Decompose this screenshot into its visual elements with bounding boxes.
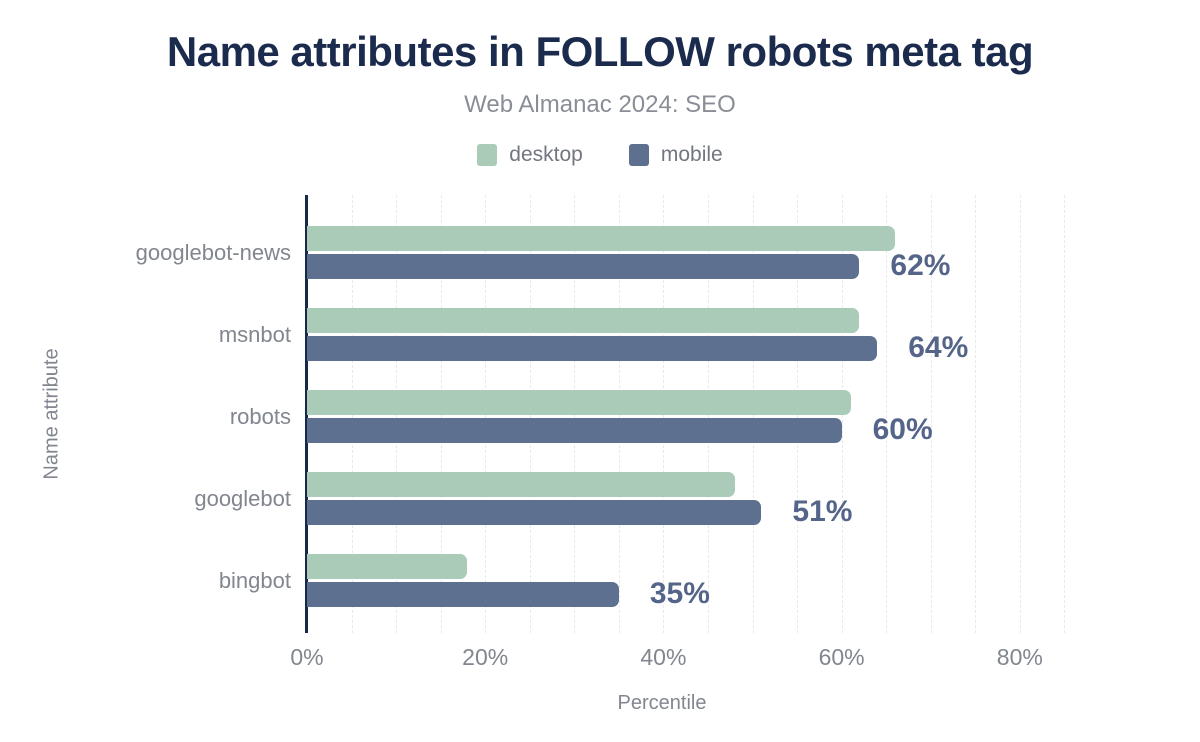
mobile-bar-msnbot [307, 335, 878, 361]
desktop-bar-robots [307, 389, 851, 415]
legend-item-desktop: desktop [477, 143, 583, 167]
gridline-65 [886, 195, 888, 633]
mobile-bar-bingbot [307, 581, 619, 607]
x-tick-40%: 40% [640, 644, 687, 670]
mobile-bar-googlebot [307, 499, 762, 525]
mobile-bar-robots [307, 417, 842, 443]
chart-title: Name attributes in FOLLOW robots meta ta… [166, 28, 1034, 75]
value-label-googlebot: 51% [792, 495, 853, 528]
legend-label-mobile: mobile [660, 143, 723, 166]
x-axis-ticks: 0% 20% 40% 60% 80% [290, 644, 1100, 670]
gridline-85 [1064, 195, 1066, 633]
chart-subtitle: Web Almanac 2024: SEO [464, 91, 736, 118]
gridline-75 [975, 195, 977, 633]
x-tick-20%: 20% [462, 644, 509, 670]
x-tick-60%: 60% [818, 644, 865, 670]
category-label-robots: robots [229, 404, 291, 429]
legend-label-desktop: desktop [509, 143, 583, 166]
y-axis-line [305, 195, 308, 633]
gridline-70 [930, 195, 932, 633]
y-axis-title: Name attribute [40, 348, 63, 480]
desktop-bar-googlebot-news [307, 225, 896, 251]
category-label-googlebot-news: googlebot-news [135, 240, 291, 265]
mobile-bar-googlebot-news [307, 253, 860, 279]
value-label-msnbot: 64% [908, 331, 969, 364]
value-label-bingbot: 35% [649, 577, 710, 610]
value-label-googlebot-news: 62% [890, 249, 951, 282]
desktop-bar-bingbot [307, 553, 468, 579]
x-axis-title: Percentile [617, 692, 707, 714]
plot-area: googlebot-news 62% msnbot 64% robots 60% googl… [136, 195, 1100, 633]
desktop-bar-msnbot [307, 307, 860, 333]
category-label-bingbot: bingbot [218, 568, 291, 593]
x-tick-0%: 0% [290, 644, 324, 670]
legend: desktop mobile [0, 143, 1200, 167]
gridline-80 [1019, 195, 1021, 633]
x-tick-80%: 80% [996, 644, 1043, 670]
legend-item-mobile: mobile [628, 143, 723, 167]
desktop-swatch-icon [477, 144, 498, 166]
category-label-msnbot: msnbot [218, 322, 291, 347]
mobile-swatch-icon [628, 144, 649, 166]
category-label-googlebot: googlebot [194, 486, 291, 511]
value-label-robots: 60% [872, 413, 933, 446]
desktop-bar-googlebot [307, 471, 735, 497]
